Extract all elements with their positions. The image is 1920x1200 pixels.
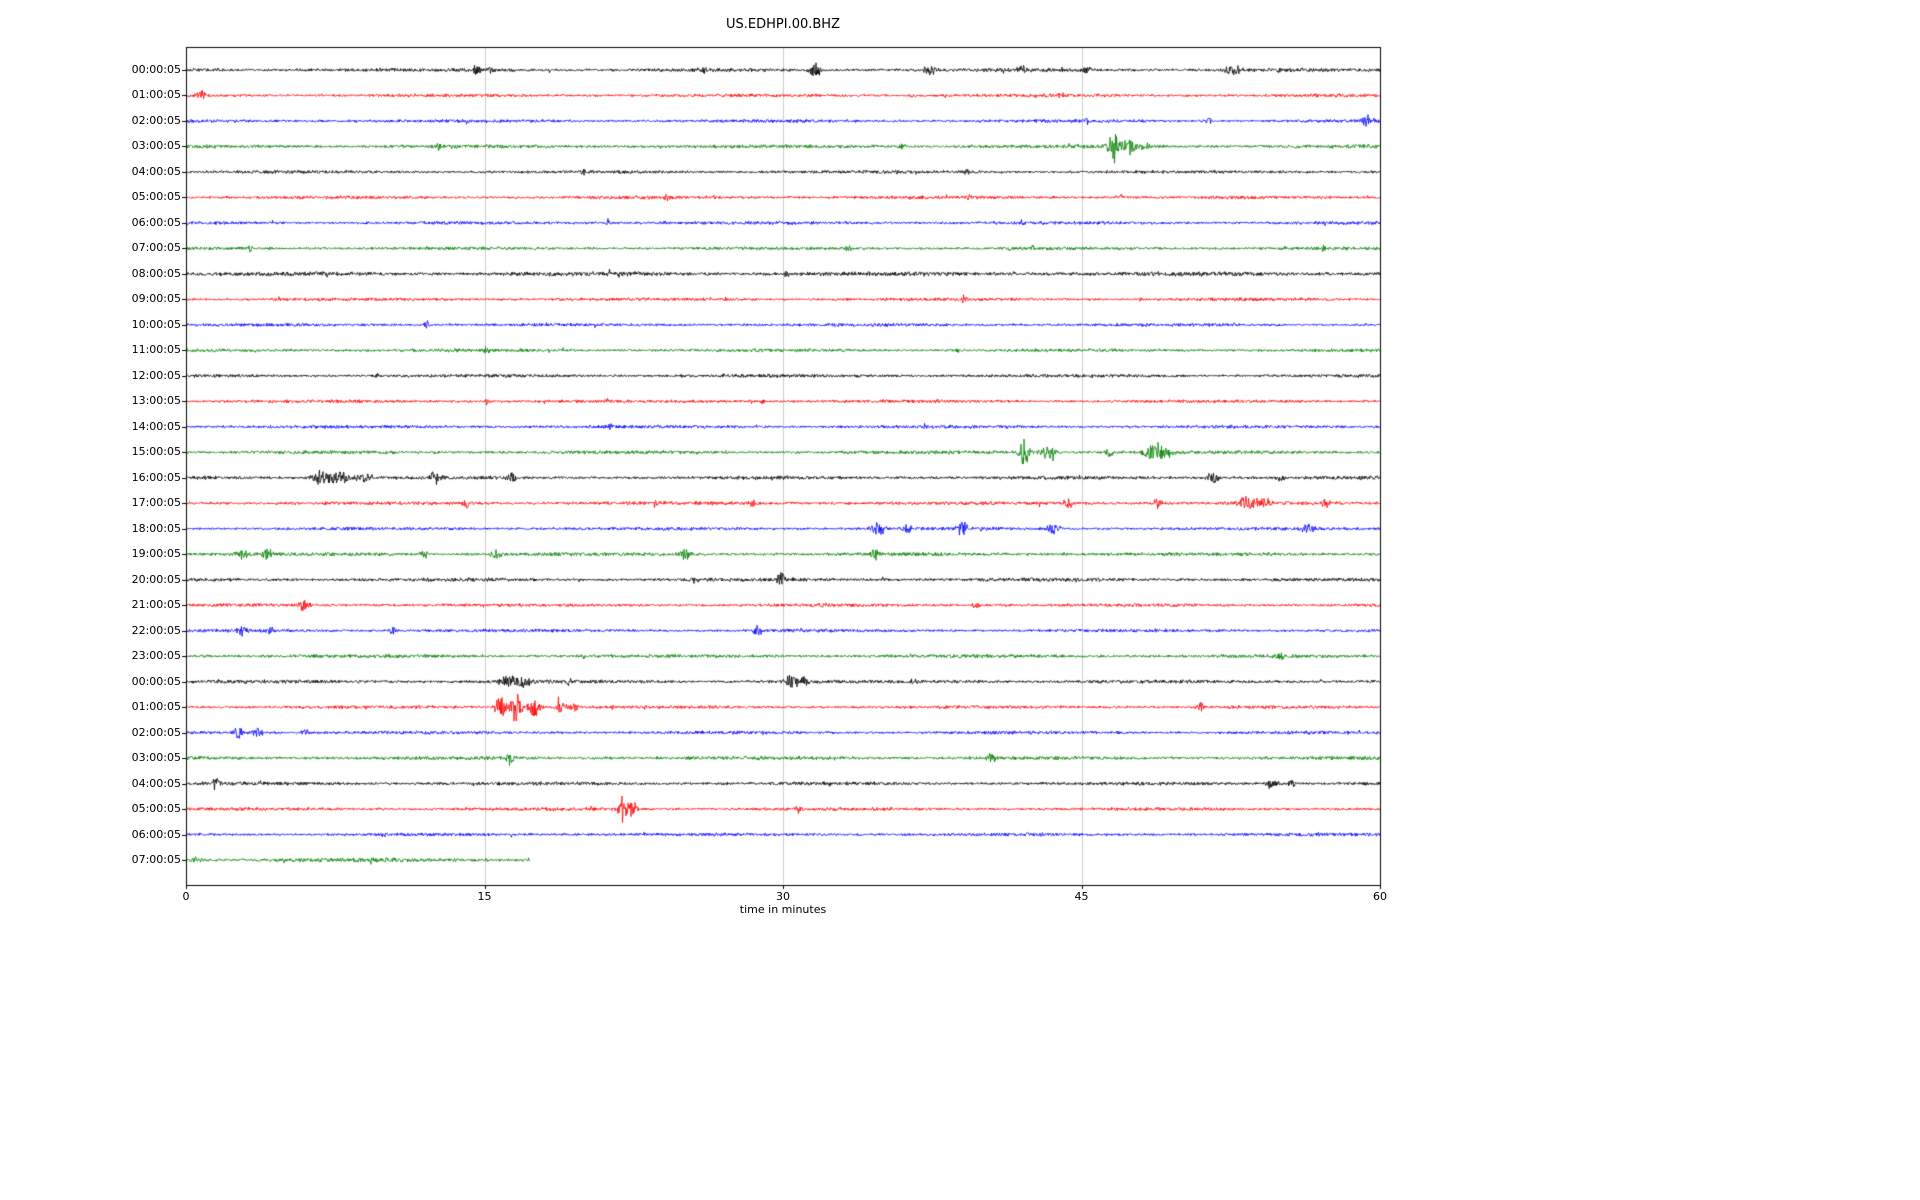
chart-title: US.EDHPI.00.BHZ <box>726 17 840 32</box>
x-axis-label: time in minutes <box>739 903 827 916</box>
